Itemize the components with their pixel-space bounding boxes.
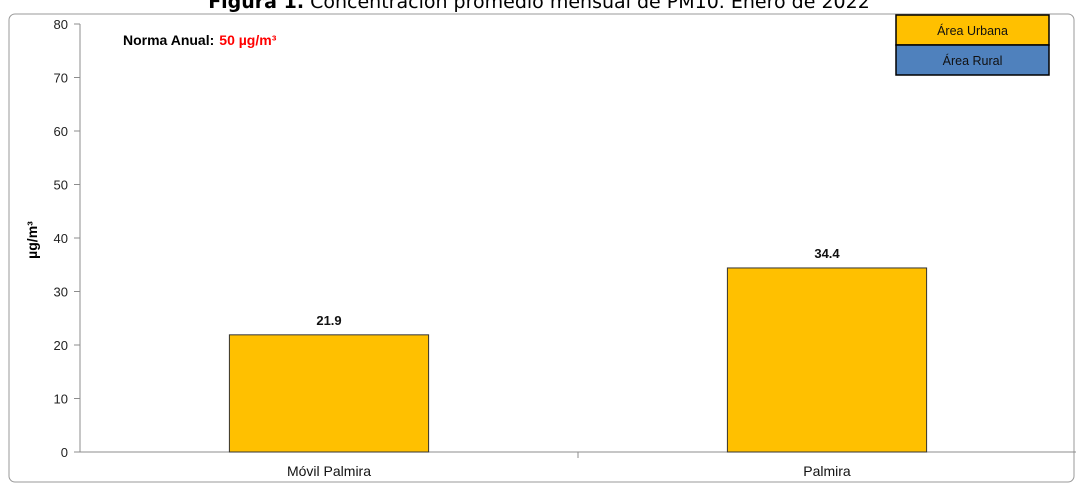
y-axis-label: µg/m³ xyxy=(24,221,40,259)
bar xyxy=(726,267,928,453)
norm-annotation-label: Norma Anual: xyxy=(123,32,214,48)
chart-legend: Área Urbana Área Rural xyxy=(895,14,1050,76)
x-category-label: Móvil Palmira xyxy=(287,463,371,479)
y-tick-label: 10 xyxy=(54,392,68,407)
bar-value-label: 34.4 xyxy=(814,246,840,261)
bar xyxy=(228,334,430,453)
x-category-label: Palmira xyxy=(803,463,851,479)
y-tick-label: 50 xyxy=(54,178,68,193)
legend-swatch xyxy=(895,14,1050,46)
norm-annotation-value: 50 µg/m³ xyxy=(219,32,276,48)
legend-item-label: Área Rural xyxy=(943,53,1003,68)
chart-bars: 21.9 34.4 xyxy=(228,246,928,453)
figure-title: Figura 1. Concentración promedio mensual… xyxy=(0,0,1078,13)
y-tick-label: 40 xyxy=(54,231,68,246)
legend-swatch xyxy=(895,44,1050,76)
figure-title-lead: Figura 1. xyxy=(208,0,305,13)
y-tick-label: 70 xyxy=(54,71,68,86)
y-tick-label: 30 xyxy=(54,285,68,300)
y-tick-label: 80 xyxy=(54,17,68,32)
figure-title-text: Concentración promedio mensual de PM10. … xyxy=(304,0,870,13)
norm-annotation: Norma Anual: 50 µg/m³ xyxy=(123,32,277,48)
bar-value-label: 21.9 xyxy=(316,313,341,328)
y-tick-label: 60 xyxy=(54,124,68,139)
legend-item-label: Área Urbana xyxy=(937,23,1008,38)
y-tick-label: 0 xyxy=(61,445,68,460)
y-tick-label: 20 xyxy=(54,338,68,353)
